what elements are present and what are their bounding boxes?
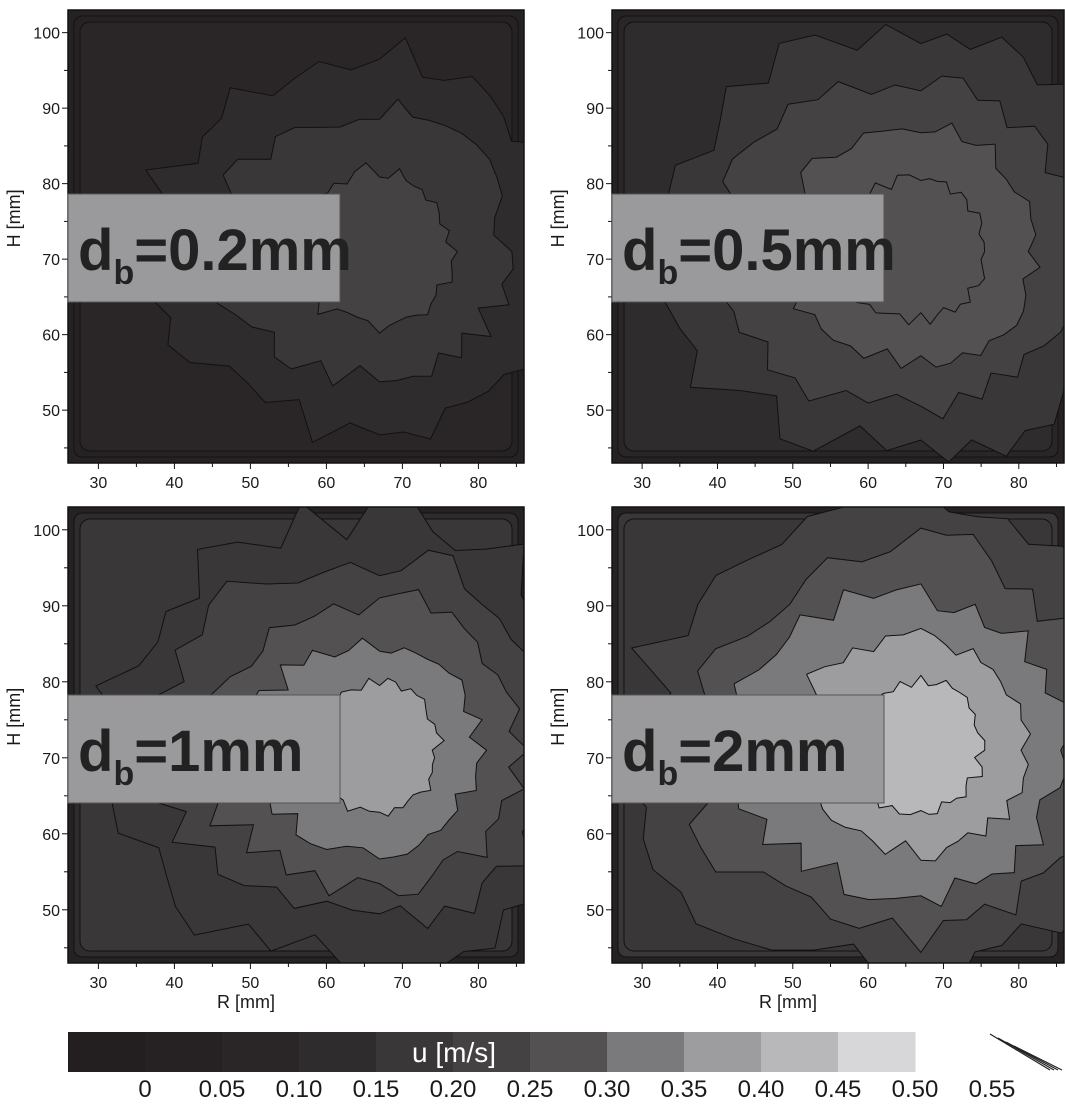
x-tick-label: 40 [166,975,184,992]
y-tick-label: 100 [577,26,604,43]
x-tick-label: 70 [935,475,953,492]
panel-label: db=0.5mm [622,218,896,292]
contour-panel-4: 30 40 50 60 70 80 100 90 80 70 60 50 H [mm] R [mm] db=… [548,506,1065,1012]
y-tick-label: 80 [586,177,604,194]
y-tick-label: 60 [42,827,60,844]
y-tick-label: 90 [586,599,604,616]
y-tick-label: 90 [42,599,60,616]
colorbar-level-label: 0.05 [199,1076,246,1103]
contour-panel-3: 30 40 50 60 70 80 100 90 80 70 60 50 H [mm] R [mm] db=… [4,506,525,1012]
colorbar-swatch [222,1032,300,1072]
x-tick-label: 40 [166,475,184,492]
colorbar-hatch-swatch [989,1033,1063,1071]
y-axis-title: H [mm] [4,688,24,746]
colorbar-swatch [530,1032,608,1072]
y-tick-label: 50 [42,403,60,420]
colorbar-swatch [684,1032,762,1072]
y-tick-label: 50 [586,403,604,420]
panel-label-box [611,193,885,303]
x-tick-label: 30 [633,975,651,992]
y-tick-label: 100 [33,26,60,43]
colorbar-swatch [68,1032,146,1072]
colorbar: u [m/s] 0 0.05 0.10 0.15 0.20 0.25 0.30 0.35 0.40… [68,1032,1063,1103]
colorbar-level-label: 0 [138,1076,151,1103]
x-tick-label: 30 [90,475,108,492]
y-tick-label: 80 [586,675,604,692]
y-tick-label: 80 [42,675,60,692]
x-tick-label: 60 [318,975,336,992]
colorbar-title: u [m/s] [412,1037,496,1068]
colorbar-swatch [761,1032,839,1072]
colorbar-level-label: 0.25 [507,1076,554,1103]
x-tick-label: 50 [242,975,260,992]
y-tick-label: 80 [42,177,60,194]
colorbar-swatch [376,1032,454,1072]
panel-label: db=0.2mm [78,218,352,292]
x-tick-label: 80 [470,975,488,992]
x-tick-label: 80 [1010,475,1028,492]
x-tick-label: 70 [394,475,412,492]
x-tick-label: 30 [90,975,108,992]
y-tick-label: 100 [33,523,60,540]
colorbar-level-label: 0.55 [969,1076,1016,1103]
panel-label: db=2mm [622,719,848,793]
y-tick-label: 90 [42,101,60,118]
hatch-line [1005,1041,1059,1071]
colorbar-swatch [145,1032,223,1072]
colorbar-level-label: 0.40 [738,1076,785,1103]
y-tick-label: 100 [577,523,604,540]
x-tick-label: 40 [709,975,727,992]
colorbar-level-label: 0.50 [892,1076,939,1103]
y-tick-label: 50 [586,903,604,920]
colorbar-swatch [607,1032,685,1072]
y-axis-title: H [mm] [548,688,568,746]
y-tick-label: 60 [42,328,60,345]
x-tick-label: 40 [709,475,727,492]
x-axis-title: R [mm] [217,992,275,1012]
colorbar-level-label: 0.30 [584,1076,631,1103]
x-axis-title: R [mm] [759,992,817,1012]
colorbar-level-label: 0.20 [430,1076,477,1103]
colorbar-swatch [299,1032,377,1072]
colorbar-level-label: 0.45 [815,1076,862,1103]
colorbar-level-label: 0.35 [661,1076,708,1103]
x-tick-label: 70 [935,975,953,992]
colorbar-swatch [453,1032,531,1072]
x-tick-label: 50 [242,475,260,492]
colorbar-swatch [838,1032,916,1072]
panel-label-box [67,193,341,303]
panel-label-box [611,694,885,804]
x-tick-label: 50 [784,975,802,992]
y-tick-label: 70 [586,751,604,768]
x-tick-label: 50 [784,475,802,492]
panel-label: db=1mm [78,719,304,793]
x-tick-label: 80 [1010,975,1028,992]
hatch-line [989,1033,1051,1071]
x-tick-label: 60 [859,975,877,992]
panel-label-box [67,694,341,804]
y-tick-label: 60 [586,827,604,844]
x-tick-label: 80 [470,475,488,492]
contour-panel-2: 30 40 50 60 70 80 100 90 80 70 60 50 H [mm] db=0.5mm [548,9,1065,492]
colorbar-level-label: 0.15 [353,1076,400,1103]
hatch-line [1013,1045,1063,1071]
y-tick-label: 90 [586,101,604,118]
contour-panel-1: 30 40 50 60 70 80 100 90 80 70 60 50 H [mm] db=0.2mm [4,9,525,492]
y-axis-title: H [mm] [4,189,24,247]
y-tick-label: 50 [42,903,60,920]
y-tick-label: 60 [586,328,604,345]
y-tick-label: 70 [586,252,604,269]
y-tick-label: 70 [42,751,60,768]
x-tick-label: 60 [318,475,336,492]
y-axis-title: H [mm] [548,189,568,247]
y-tick-label: 70 [42,252,60,269]
x-tick-label: 30 [633,475,651,492]
colorbar-level-label: 0.10 [276,1076,323,1103]
x-tick-label: 70 [394,975,412,992]
x-tick-label: 60 [859,475,877,492]
